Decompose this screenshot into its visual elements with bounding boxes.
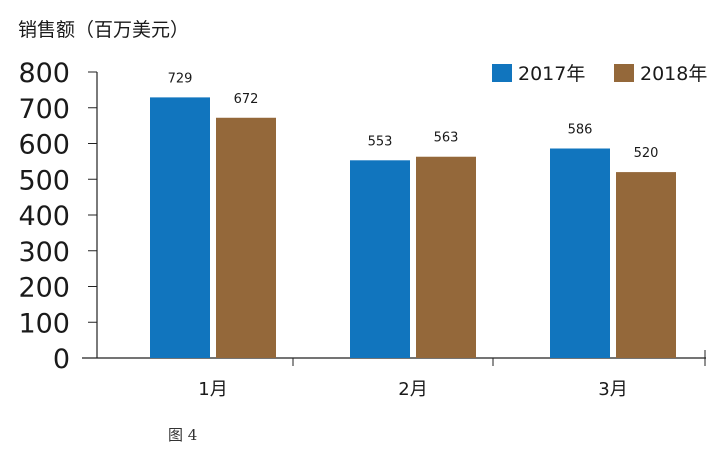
bar-2017年-1月 <box>150 97 210 358</box>
data-label: 520 <box>634 146 659 161</box>
bar-2018年-2月 <box>416 156 476 358</box>
legend-swatch <box>614 64 634 82</box>
bar-2018年-3月 <box>616 172 676 358</box>
y-tick-label: 600 <box>18 130 70 161</box>
y-tick-label: 400 <box>18 201 70 232</box>
data-label: 563 <box>434 131 459 146</box>
y-tick-label: 200 <box>18 273 70 304</box>
data-labels: 729 672 553 563 586 520 <box>168 71 659 161</box>
bar-2018年-1月 <box>216 117 276 358</box>
x-tick-labels: 1月 2月 3月 <box>198 379 627 400</box>
data-label: 586 <box>568 123 593 138</box>
x-tick-label: 1月 <box>198 379 227 400</box>
y-tick-label: 300 <box>18 237 70 268</box>
bars <box>150 97 676 358</box>
figure-caption: 图 4 <box>168 426 197 444</box>
y-tick-label: 100 <box>18 308 70 339</box>
y-tick-label: 800 <box>18 58 70 89</box>
data-label: 729 <box>168 71 193 86</box>
y-tick-labels: 0 100 200 300 400 500 600 700 800 <box>18 58 70 375</box>
legend: 2017年 2018年 <box>492 63 707 85</box>
legend-label: 2018年 <box>640 63 707 85</box>
y-tick-label: 0 <box>53 344 70 375</box>
bar-2017年-2月 <box>350 160 410 358</box>
y-axis-unit-label: 销售额（百万美元） <box>18 19 189 41</box>
x-tick-label: 3月 <box>598 379 627 400</box>
legend-swatch <box>492 64 512 82</box>
data-label: 553 <box>368 134 393 149</box>
legend-label: 2017年 <box>518 63 585 85</box>
y-tick-label: 700 <box>18 94 70 125</box>
x-tick-label: 2月 <box>398 379 427 400</box>
y-tick-label: 500 <box>18 165 70 196</box>
data-label: 672 <box>234 92 259 107</box>
bar-2017年-3月 <box>550 148 610 358</box>
